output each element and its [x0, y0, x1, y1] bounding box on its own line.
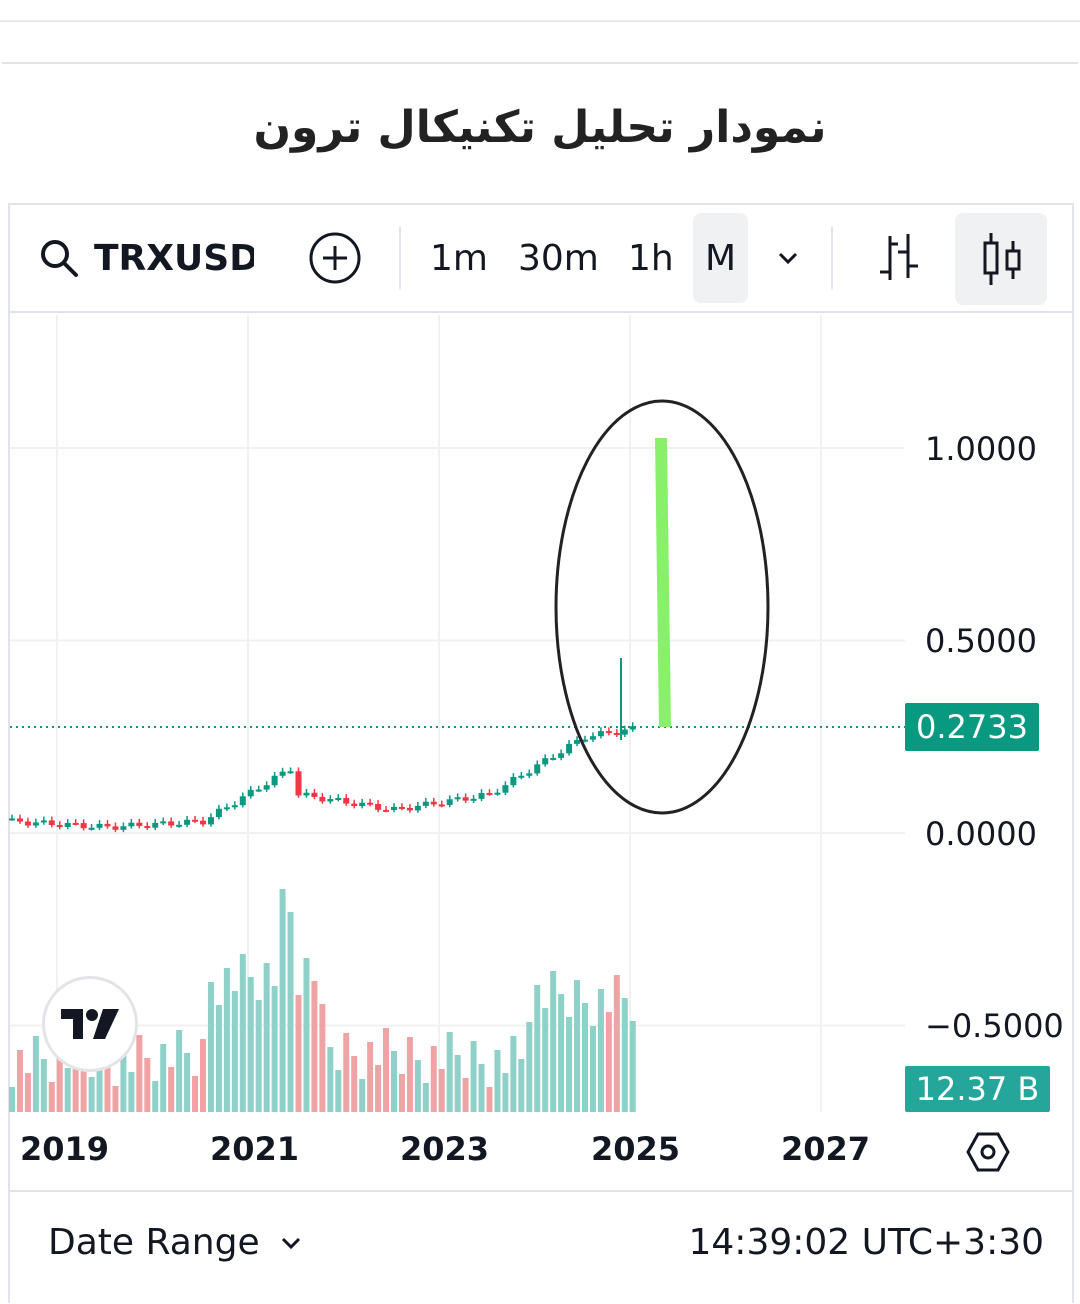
divider: [0, 20, 1080, 22]
date-range-label: Date Range: [48, 1222, 260, 1263]
top-strip: [0, 0, 1080, 20]
chevron-down-icon: [281, 1237, 300, 1249]
chart-footer: [8, 1190, 1074, 1192]
clock-timezone[interactable]: 14:39:02 UTC+3:30: [688, 1222, 1045, 1263]
chart-widget: [8, 203, 1074, 1303]
tradingview-logo[interactable]: [45, 979, 135, 1069]
plus-circle-icon: [309, 232, 361, 284]
tab-1h[interactable]: 1h: [628, 237, 674, 279]
tab-30m[interactable]: 30m: [518, 237, 599, 279]
last-price-badge: 0.2733: [905, 703, 1039, 751]
divider: [399, 227, 401, 289]
symbol-label: TRXUSDT: [94, 237, 254, 279]
compare-button[interactable]: [308, 205, 362, 311]
date-range-dropdown[interactable]: Date Range: [48, 1222, 306, 1263]
search-icon: [41, 240, 78, 277]
card: [2, 62, 1078, 1304]
x-tick-label: 2027: [781, 1130, 871, 1168]
symbol-search-button[interactable]: TRXUSDT: [38, 205, 254, 311]
tradingview-logo-icon: [61, 1009, 119, 1039]
y-tick-label: 1.0000: [925, 430, 1037, 468]
y-tick-label: 0.0000: [925, 815, 1037, 853]
tab-1m[interactable]: 1m: [430, 237, 488, 279]
bars-icon: [880, 234, 918, 280]
chart-toolbar: TRXUSDT 1m 30m 1h M: [8, 205, 1074, 313]
settings-hexagon-icon: [966, 1132, 1010, 1172]
bar-style-button[interactable]: [874, 205, 922, 311]
candles-style-button[interactable]: [955, 213, 1047, 305]
x-tick-label: 2025: [591, 1130, 681, 1168]
divider: [831, 227, 833, 289]
tab-month[interactable]: M: [693, 213, 749, 303]
page-title: نمودار تحلیل تکنیکال ترون: [253, 102, 827, 153]
y-tick-label: 0.5000: [925, 622, 1037, 660]
candles-icon: [983, 233, 1021, 285]
x-tick-label: 2023: [400, 1130, 490, 1168]
chevron-down-icon: [778, 252, 798, 265]
last-volume-badge: 12.37 B: [905, 1066, 1050, 1112]
y-tick-label: −0.5000: [925, 1007, 1064, 1045]
x-tick-label: 2019: [20, 1130, 110, 1168]
timeframe-dropdown[interactable]: [773, 205, 803, 311]
x-tick-label: 2021: [210, 1130, 300, 1168]
chart-settings-button[interactable]: [966, 1130, 1010, 1178]
